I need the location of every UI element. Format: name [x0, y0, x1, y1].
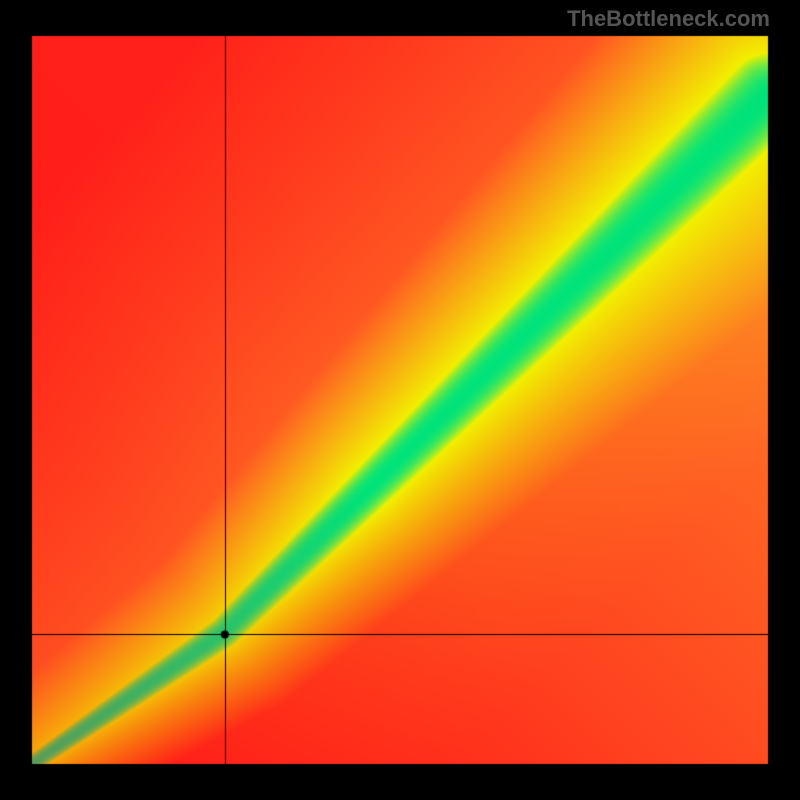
- chart-container: TheBottleneck.com: [0, 0, 800, 800]
- heatmap-canvas: [0, 0, 800, 800]
- watermark-text: TheBottleneck.com: [567, 6, 770, 32]
